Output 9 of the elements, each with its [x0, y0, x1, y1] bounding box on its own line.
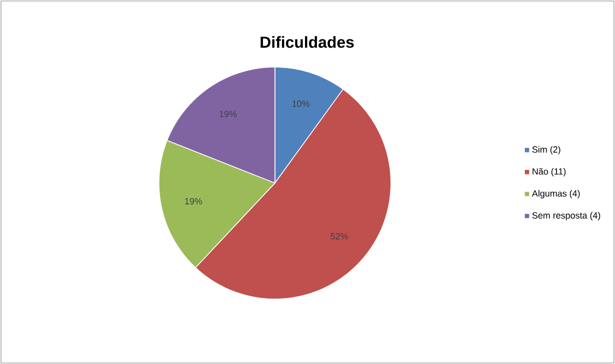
data-label: 19%	[220, 110, 237, 118]
legend-label: Algumas (4)	[532, 190, 580, 198]
data-label: 19%	[185, 198, 202, 204]
data-label: 52%	[330, 233, 348, 240]
legend-label: Sim (2)	[532, 146, 560, 154]
data-label: 10%	[292, 100, 310, 107]
legend-label: Não (11)	[532, 168, 566, 176]
legend-label: Sem resposta (4)	[532, 212, 600, 220]
chart-title: Dificuldades	[260, 36, 354, 48]
